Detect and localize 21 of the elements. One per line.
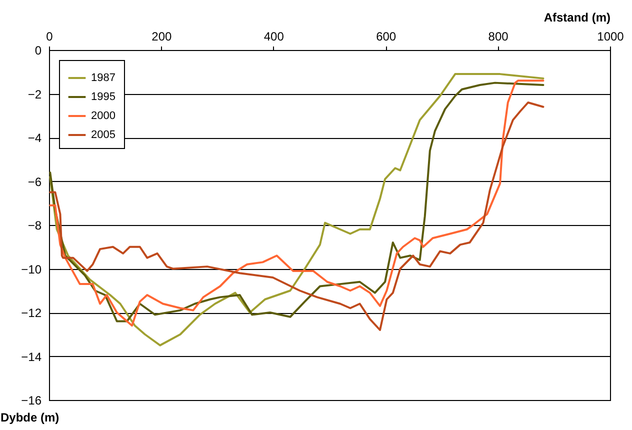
y-axis-title: Dybde (m) — [0, 410, 60, 424]
x-axis-title: Afstand (m) — [544, 10, 610, 24]
y-tick-label: −16 — [21, 394, 42, 408]
x-tick-label: 1000 — [597, 30, 624, 44]
y-tick-label: −2 — [28, 87, 42, 102]
y-tick-label: −6 — [28, 174, 42, 189]
x-tick-label: 600 — [376, 30, 396, 44]
legend-label: 1987 — [91, 72, 116, 84]
legend-label: 1995 — [91, 91, 116, 103]
x-tick-label: 200 — [152, 30, 172, 44]
legend-label: 2005 — [91, 129, 116, 141]
y-tick-label: −12 — [21, 306, 42, 320]
y-tick-label: −10 — [21, 262, 42, 276]
x-tick-label: 0 — [46, 30, 54, 44]
y-tick-label: −4 — [28, 131, 42, 145]
x-tick-label: 800 — [488, 30, 509, 44]
y-tick-label: −8 — [28, 218, 42, 232]
y-tick-label: −14 — [21, 350, 42, 364]
x-tick-label: 400 — [264, 30, 284, 44]
y-tick-label: 0 — [34, 44, 42, 58]
legend-label: 2000 — [91, 110, 116, 122]
